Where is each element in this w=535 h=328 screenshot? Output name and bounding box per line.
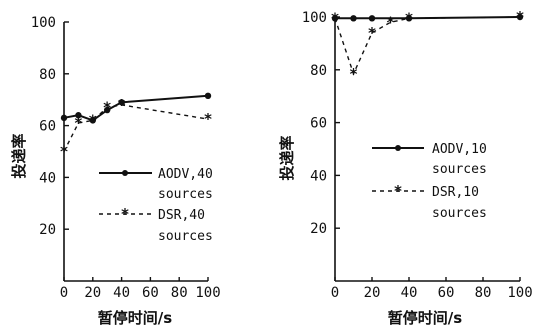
left-series-dsr-point: * xyxy=(88,111,97,129)
left-axes: 20 40 60 80 100 0 20 40 60 80 100 xyxy=(31,15,221,301)
right-legend-marker-aodv xyxy=(395,145,401,151)
right-ytick-label: 80 xyxy=(310,63,327,79)
right-series-aodv-point xyxy=(368,15,376,22)
left-xlabel: 暂停时间/s xyxy=(98,309,172,327)
right-xtick-label: 0 xyxy=(331,285,339,301)
left-ytick-label: 60 xyxy=(39,119,56,135)
left-series-aodv-line xyxy=(63,94,209,122)
left-legend-marker-dsr: * xyxy=(120,205,129,223)
right-xtick-label: 20 xyxy=(364,285,381,301)
left-series-aodv-point xyxy=(75,112,82,119)
left-series-dsr-line xyxy=(63,104,209,152)
left-ytick-label: 80 xyxy=(39,67,56,83)
right-ytick-label: 20 xyxy=(310,221,327,237)
right-legend-aodv-label-2: sources xyxy=(432,162,487,177)
left-xtick-label: 0 xyxy=(60,285,68,301)
right-ytick-label: 40 xyxy=(310,168,327,184)
left-legend-dsr-label-2: sources xyxy=(158,229,213,244)
left-series-aodv-point xyxy=(204,92,212,100)
right-legend-dsr-label-1: DSR,10 xyxy=(432,185,479,200)
left-xtick-label: 20 xyxy=(84,285,101,301)
left-xtick-label: 60 xyxy=(142,285,159,301)
right-xtick-label: 40 xyxy=(401,285,418,301)
right-xlabel: 暂停时间/s xyxy=(388,309,462,327)
right-legend: AODV,10 sources * DSR,10 sources xyxy=(372,142,487,221)
right-series-dsr-point: * xyxy=(349,65,358,83)
right-series-dsr-point: * xyxy=(386,13,395,31)
left-plot: * * * * * * xyxy=(59,92,213,161)
right-series-dsr-line xyxy=(334,16,521,76)
left-ytick-label: 40 xyxy=(39,170,56,186)
left-ylabel: 投递率 xyxy=(10,133,28,178)
left-legend: AODV,40 sources * DSR,40 sources xyxy=(99,167,213,244)
right-series-dsr-point: * xyxy=(367,24,376,42)
right-legend-aodv-label-1: AODV,10 xyxy=(432,142,487,157)
left-ytick-label: 20 xyxy=(39,222,56,238)
right-series-dsr-point: * xyxy=(404,9,413,27)
left-series-dsr-point: * xyxy=(59,143,68,161)
left-legend-aodv-label-2: sources xyxy=(158,187,213,202)
left-series-dsr-point: * xyxy=(103,98,112,116)
left-series-aodv-point xyxy=(118,99,125,106)
left-series-dsr-point: * xyxy=(74,114,83,132)
right-ytick-label: 60 xyxy=(310,116,327,132)
right-series-aodv-point xyxy=(516,13,524,21)
right-legend-marker-dsr: * xyxy=(393,182,402,200)
right-series-dsr-point: * xyxy=(330,9,339,27)
right-series-dsr-point: * xyxy=(515,8,524,26)
left-xtick-label: 100 xyxy=(195,285,220,301)
left-legend-dsr-label-1: DSR,40 xyxy=(158,208,205,223)
left-xtick-label: 40 xyxy=(113,285,130,301)
left-legend-aodv-label-1: AODV,40 xyxy=(158,167,213,182)
right-ylabel: 投递率 xyxy=(278,135,296,180)
right-axes: 20 40 60 80 100 0 20 40 60 80 100 xyxy=(302,10,533,301)
right-series-aodv-point xyxy=(350,15,357,22)
right-legend-dsr-label-2: sources xyxy=(432,206,487,221)
left-ytick-label: 100 xyxy=(31,15,56,31)
right-xtick-label: 60 xyxy=(438,285,455,301)
right-ytick-label: 100 xyxy=(302,10,327,26)
right-series-aodv-point xyxy=(405,15,413,22)
left-series-dsr-point: * xyxy=(203,110,212,128)
right-plot: * * * * * * xyxy=(330,8,524,83)
left-series-aodv-point xyxy=(60,114,68,122)
right-xtick-label: 100 xyxy=(507,285,532,301)
left-series-dsr-point: * xyxy=(117,96,126,114)
left-legend-marker-aodv xyxy=(122,170,128,176)
left-xtick-label: 80 xyxy=(171,285,188,301)
right-xtick-label: 80 xyxy=(475,285,492,301)
